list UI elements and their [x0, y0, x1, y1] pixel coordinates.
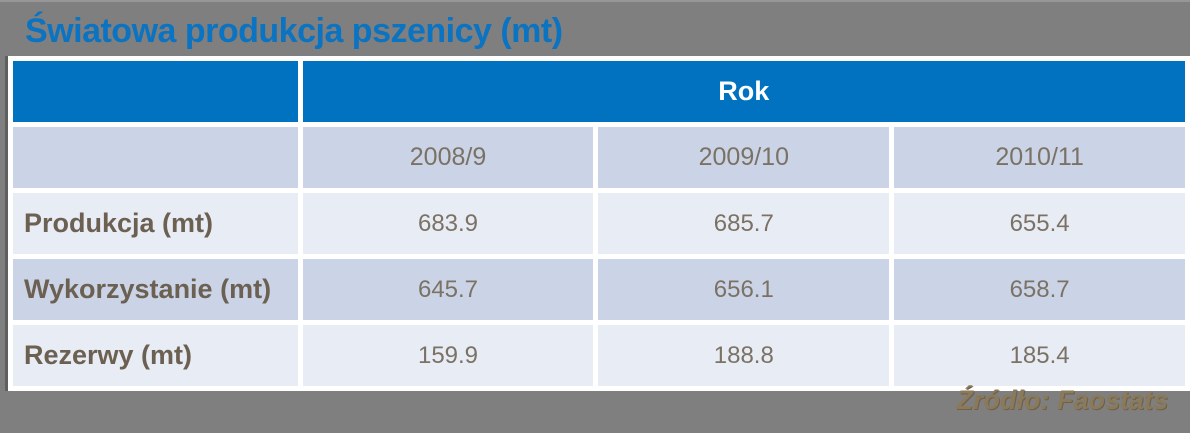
row-label-cell: Wykorzystanie (mt): [13, 259, 298, 320]
year-header-row: 2008/9 2009/10 2010/11: [13, 127, 1185, 188]
source-caption: Źródło: Faostats: [956, 385, 1168, 415]
year-row-spacer-cell: [13, 127, 298, 188]
year-header-cell: 2010/11: [894, 127, 1185, 188]
row-label-cell: Rezerwy (mt): [13, 325, 298, 386]
data-table: Rok 2008/9 2009/10 2010/11 Produkcja (mt…: [8, 56, 1190, 391]
value-cell: 683.9: [302, 193, 594, 254]
table-row-wykorzystanie: Wykorzystanie (mt) 645.7 656.1 658.7: [13, 259, 1185, 320]
value-cell: 685.7: [598, 193, 890, 254]
value-cell: 185.4: [894, 325, 1185, 386]
value-cell: 656.1: [598, 259, 890, 320]
value-cell: 658.7: [894, 259, 1185, 320]
value-cell: 655.4: [894, 193, 1185, 254]
table-row-rezerwy: Rezerwy (mt) 159.9 188.8 185.4: [13, 325, 1185, 386]
table-header-row: Rok: [13, 61, 1185, 122]
wheat-production-table: Rok 2008/9 2009/10 2010/11 Produkcja (mt…: [5, 56, 1190, 391]
table-row-produkcja: Produkcja (mt) 683.9 685.7 655.4: [13, 193, 1185, 254]
page-title: Światowa produkcja pszenicy (mt): [25, 12, 563, 50]
top-edge-divider: [0, 0, 1190, 2]
value-cell: 645.7: [302, 259, 594, 320]
row-label-cell: Produkcja (mt): [13, 193, 298, 254]
year-group-header: Rok: [302, 61, 1185, 122]
value-cell: 159.9: [302, 325, 594, 386]
corner-spacer-cell: [13, 61, 298, 122]
year-header-cell: 2009/10: [598, 127, 890, 188]
year-header-cell: 2008/9: [302, 127, 594, 188]
value-cell: 188.8: [598, 325, 890, 386]
